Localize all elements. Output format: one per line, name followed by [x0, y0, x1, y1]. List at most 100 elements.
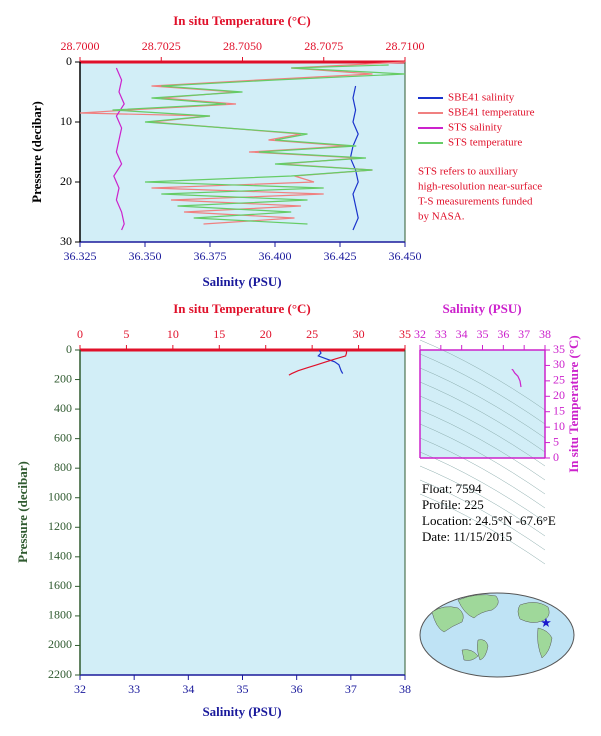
float-info: Float: 7594: [422, 481, 482, 496]
tick-label: 15: [553, 403, 565, 417]
note: high-resolution near-surface: [418, 181, 542, 193]
chart: 36.325 36.350 36.375 36.400 36.425 36.450 28.7…: [60, 39, 535, 263]
density-contour: [419, 395, 546, 467]
tick-label: 20: [260, 327, 272, 341]
density-contour: [419, 409, 546, 481]
tick-label: 38: [539, 327, 551, 341]
density-contour: [419, 367, 546, 439]
inset-y-axis-title: In situ Temperature (°C): [566, 335, 581, 473]
tick-label: 36.425: [324, 249, 357, 263]
tick-label: 37: [518, 327, 530, 341]
tick-label: 30: [60, 234, 72, 248]
profile-line: [113, 67, 125, 231]
tick-label: 28.7075: [304, 39, 343, 53]
tick-label: 28.7100: [386, 39, 425, 53]
world-map: ★: [419, 592, 575, 678]
tick-label: 28.7050: [223, 39, 262, 53]
plot-background: [80, 350, 405, 675]
y-axis-title: Pressure (decibar): [15, 461, 30, 563]
tick-label: 36.450: [389, 249, 422, 263]
tick-label: 5: [123, 327, 129, 341]
tick-label: 32: [414, 327, 426, 341]
tick-label: 30: [353, 327, 365, 341]
tick-label: 25: [553, 373, 565, 387]
float-info: Location: 24.5°N -67.6°E: [422, 513, 556, 528]
tick-label: 2200: [48, 667, 72, 681]
x-axis-title: Salinity (PSU): [202, 274, 281, 289]
tick-label: 10: [167, 327, 179, 341]
tick-label: 1800: [48, 608, 72, 622]
tick-label: 0: [66, 342, 72, 356]
tick-label: 0: [66, 54, 72, 68]
y-axis-title: Pressure (decibar): [29, 101, 44, 203]
tick-label: 5: [553, 434, 559, 448]
tick-label: 20: [60, 174, 72, 188]
tick-label: 1600: [48, 578, 72, 592]
density-contour: [419, 465, 546, 537]
inset-x-axis-title: Salinity (PSU): [442, 301, 521, 316]
tick-label: 34: [456, 327, 468, 341]
tick-label: 1200: [48, 519, 72, 533]
tick-label: 800: [54, 460, 72, 474]
tick-label: 1400: [48, 549, 72, 563]
legend-label: STS salinity: [448, 122, 503, 134]
tick-label: 36.325: [64, 249, 97, 263]
tick-label: 15: [213, 327, 225, 341]
tick-label: 33: [435, 327, 447, 341]
tick-label: 200: [54, 371, 72, 385]
tick-label: 38: [399, 682, 411, 696]
tick-label: 36.350: [129, 249, 162, 263]
tick-label: 36.400: [259, 249, 292, 263]
note: T-S measurements funded: [418, 196, 533, 208]
density-contour: [419, 479, 546, 551]
profile-line: [317, 349, 344, 374]
note: by NASA.: [418, 211, 465, 223]
tick-label: 28.7025: [142, 39, 181, 53]
plot-background: [420, 350, 545, 458]
tick-label: 2000: [48, 637, 72, 651]
float-location-marker: ★: [540, 615, 552, 630]
density-contour: [419, 339, 546, 411]
legend-label: STS temperature: [448, 137, 522, 149]
x2-axis-title: In situ Temperature (°C): [173, 301, 311, 316]
tick-label: 25: [306, 327, 318, 341]
tick-label: 35: [399, 327, 411, 341]
x2-axis-title: In situ Temperature (°C): [173, 13, 311, 28]
profile-line: [112, 64, 406, 225]
ts-line: [511, 368, 522, 388]
tick-label: 36: [497, 327, 509, 341]
legend-label: SBE41 salinity: [448, 92, 515, 104]
tick-label: 35: [237, 682, 249, 696]
float-info: Profile: 225: [422, 497, 484, 512]
tick-label: 0: [77, 327, 83, 341]
float-info: Date: 11/15/2015: [422, 529, 512, 544]
tick-label: 20: [553, 388, 565, 402]
tick-label: 28.7000: [61, 39, 100, 53]
tick-label: 36.375: [194, 249, 227, 263]
tick-label: 30: [553, 357, 565, 371]
tick-label: 35: [477, 327, 489, 341]
tick-label: 10: [60, 114, 72, 128]
tick-label: 34: [182, 682, 194, 696]
tick-label: 10: [553, 419, 565, 433]
density-contour: [419, 437, 546, 509]
tick-label: 400: [54, 401, 72, 415]
tick-label: 36: [291, 682, 303, 696]
tick-label: 32: [74, 682, 86, 696]
density-contour: [419, 423, 546, 495]
chart: 32 33 34 35 36 37 38 0 5 10 15 20 25 30 35 0 200 400 600 80…: [48, 327, 411, 696]
density-contour: [419, 381, 546, 453]
density-contour: [419, 493, 546, 565]
tick-label: 600: [54, 430, 72, 444]
density-contour: [419, 353, 546, 425]
legend-label: SBE41 temperature: [448, 107, 535, 119]
tick-label: 33: [128, 682, 140, 696]
tick-label: 0: [553, 450, 559, 464]
profile-line: [288, 350, 348, 376]
note: STS refers to auxiliary: [418, 166, 518, 178]
tick-label: 35: [553, 342, 565, 356]
tick-label: 37: [345, 682, 357, 696]
tick-label: 1000: [48, 489, 72, 503]
x-axis-title: Salinity (PSU): [202, 704, 281, 719]
